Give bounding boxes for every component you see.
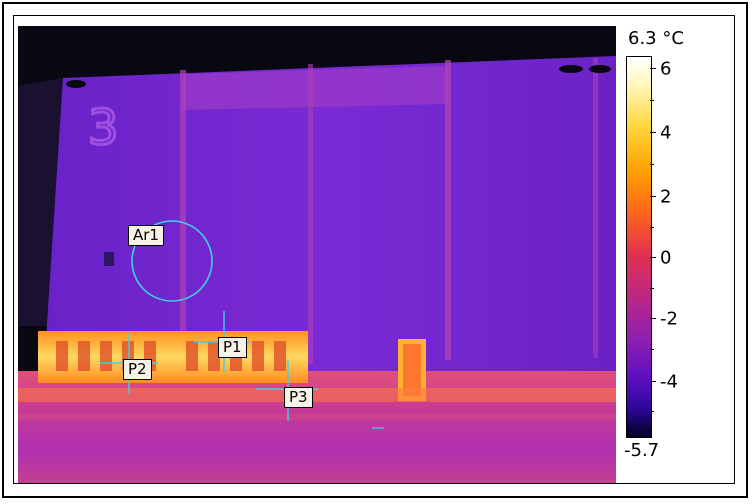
minor-tick — [650, 227, 654, 228]
wall-seam — [445, 60, 451, 360]
point-p1-label[interactable]: P1 — [218, 337, 247, 358]
thermal-scene: 3 — [18, 26, 616, 483]
minor-tick — [650, 164, 654, 165]
tick-label: 2 — [660, 186, 672, 208]
wall-seam — [180, 70, 186, 360]
wall-seam — [593, 58, 598, 358]
tick-mark — [650, 132, 656, 133]
color-bar — [626, 56, 652, 438]
building-wall — [43, 56, 616, 386]
hot-door-inner — [403, 344, 421, 396]
point-p3-label[interactable]: P3 — [284, 387, 313, 408]
tick-mark — [650, 196, 656, 197]
area-ar1-label[interactable]: Ar1 — [128, 225, 164, 246]
minor-tick — [650, 411, 654, 412]
wall-seam — [308, 64, 313, 364]
ground-band — [18, 388, 616, 402]
minor-tick — [650, 100, 654, 101]
point-p2-label[interactable]: P2 — [123, 359, 152, 380]
tick-mark — [650, 257, 656, 258]
roof-vent — [589, 65, 611, 73]
tick-label: 6 — [660, 58, 672, 80]
ground — [18, 371, 616, 483]
tick-mark — [650, 68, 656, 69]
area-ar1-circle[interactable] — [131, 220, 213, 302]
tick-label: 0 — [660, 247, 672, 269]
roof-vent — [66, 80, 86, 88]
tick-label: -2 — [660, 308, 678, 330]
scale-max-label: 6.3 °C — [628, 28, 684, 49]
top-beam — [183, 66, 448, 110]
color-scale: 6.3 °C 6 4 2 0 -2 -4 -5.7 — [618, 26, 738, 466]
tick-label: 4 — [660, 122, 672, 144]
thermal-image: 3 — [18, 26, 616, 483]
ground-band — [18, 414, 616, 420]
tick-label: -4 — [660, 371, 678, 393]
minor-tick — [650, 288, 654, 289]
tick-mark — [650, 318, 656, 319]
wall-fixture — [104, 252, 114, 266]
minor-tick — [650, 349, 654, 350]
roof-vent — [559, 65, 583, 73]
scale-min-label: -5.7 — [624, 440, 660, 461]
tick-mark — [650, 381, 656, 382]
wall-number: 3 — [88, 100, 119, 156]
